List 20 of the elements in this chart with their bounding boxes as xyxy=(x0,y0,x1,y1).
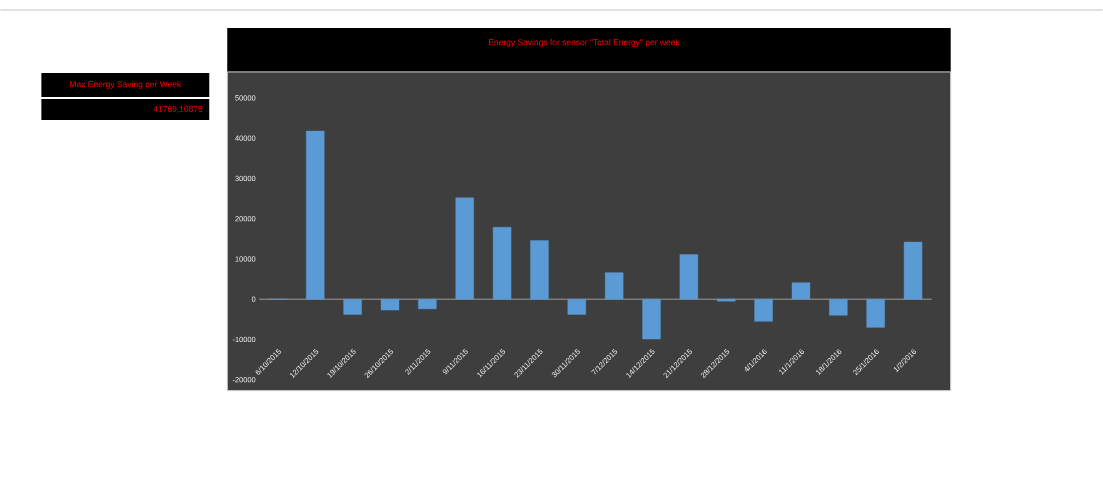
bar xyxy=(679,254,699,300)
bar xyxy=(530,240,549,300)
bar xyxy=(903,242,923,300)
chart-title: Energy Savings for sensor "Total Energy" per week xyxy=(489,39,680,48)
bar xyxy=(418,299,437,310)
bar xyxy=(492,227,512,300)
bar xyxy=(604,272,624,300)
bar xyxy=(866,299,885,328)
text: 41769,10875 xyxy=(153,106,203,114)
bar xyxy=(642,299,661,340)
bar xyxy=(567,299,586,315)
text: Max Energy Saving per Week xyxy=(70,81,182,90)
bar xyxy=(717,299,736,302)
bar xyxy=(380,299,400,311)
bar xyxy=(343,299,362,315)
bar xyxy=(306,131,325,300)
bar xyxy=(455,197,474,300)
bar xyxy=(829,299,848,316)
bar xyxy=(791,282,811,300)
bar xyxy=(754,299,773,322)
